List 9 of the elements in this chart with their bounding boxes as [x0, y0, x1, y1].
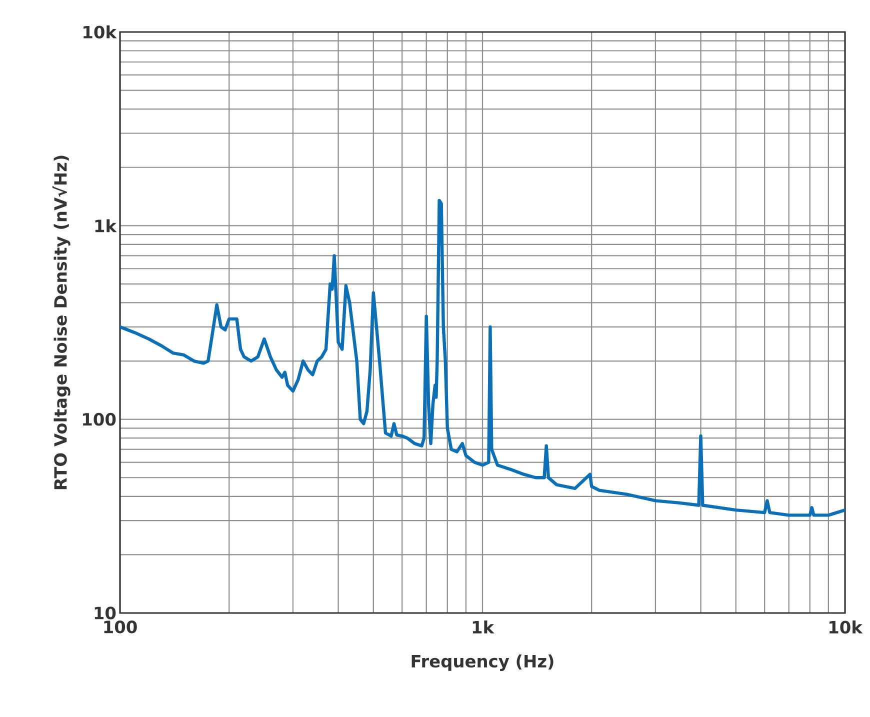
x-tick-label: 100: [104, 620, 137, 634]
y-axis-title: RTO Voltage Noise Density (nV√Hz): [52, 156, 70, 490]
y-tick-label: 10: [94, 606, 116, 620]
x-axis-title: Frequency (Hz): [412, 654, 554, 671]
x-tick-label: 10k: [830, 620, 863, 634]
y-tick-label: 1k: [95, 219, 117, 232]
y-tick-label: 100: [83, 412, 116, 426]
x-tick-label: 1k: [472, 620, 494, 634]
y-tick-label: 10k: [84, 25, 117, 39]
